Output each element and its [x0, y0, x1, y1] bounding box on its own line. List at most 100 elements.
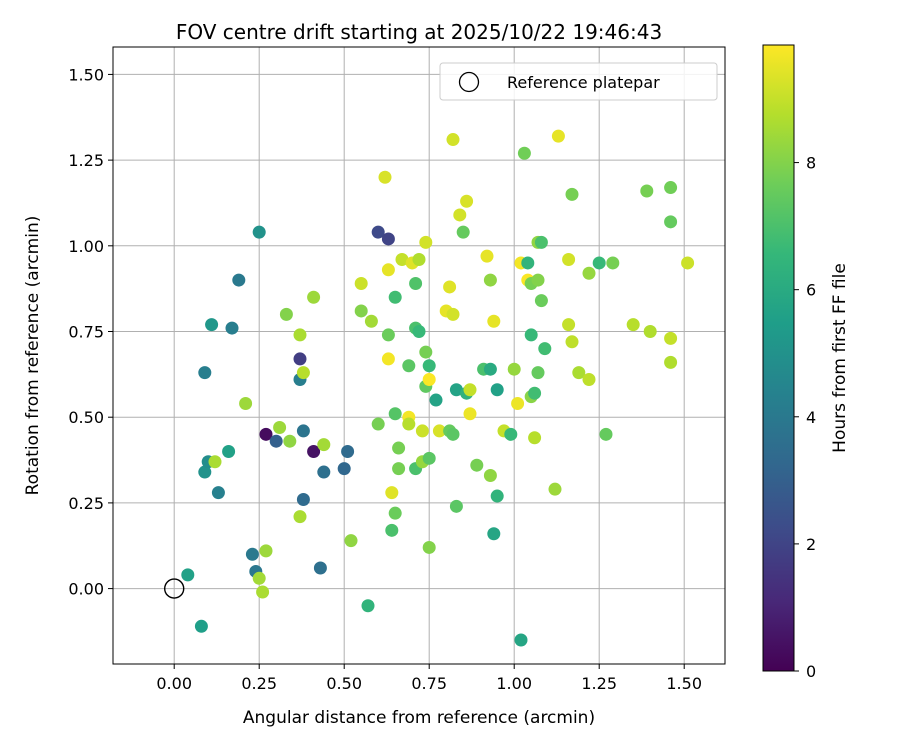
- data-point: [480, 249, 494, 263]
- data-point: [381, 352, 395, 366]
- data-point: [681, 256, 695, 270]
- data-point: [252, 225, 266, 239]
- data-point: [245, 547, 259, 561]
- data-point: [392, 462, 406, 476]
- data-point: [392, 441, 406, 455]
- data-point: [293, 328, 307, 342]
- plot-frame: [112, 46, 726, 665]
- data-point: [412, 325, 426, 339]
- data-point: [490, 383, 504, 397]
- data-point: [419, 235, 433, 249]
- colorbar-tick-label: 0: [806, 662, 816, 681]
- data-point: [463, 407, 477, 421]
- data-point: [487, 314, 501, 328]
- data-point: [198, 366, 212, 380]
- data-point: [371, 225, 385, 239]
- data-point: [582, 372, 596, 386]
- data-point: [381, 263, 395, 277]
- data-point: [232, 273, 246, 287]
- legend-marker-icon: [458, 71, 480, 93]
- data-point: [490, 489, 504, 503]
- data-point: [412, 253, 426, 267]
- data-point: [313, 561, 327, 575]
- data-point: [507, 362, 521, 376]
- data-point: [419, 345, 433, 359]
- data-point: [572, 366, 586, 380]
- data-point: [317, 438, 331, 452]
- data-point: [422, 540, 436, 554]
- legend-box: [439, 62, 718, 101]
- data-point: [256, 585, 270, 599]
- data-point: [381, 232, 395, 246]
- data-point: [487, 527, 501, 541]
- chart-title: FOV centre drift starting at 2025/10/22 …: [176, 20, 662, 44]
- data-point: [511, 396, 525, 410]
- data-point: [599, 427, 613, 441]
- data-point: [517, 146, 531, 160]
- data-point: [225, 321, 239, 335]
- data-point: [211, 486, 225, 500]
- data-point: [252, 571, 266, 585]
- data-point: [640, 184, 654, 198]
- data-point: [259, 427, 273, 441]
- data-point: [422, 359, 436, 373]
- x-axis-label: Angular distance from reference (arcmin): [243, 708, 595, 728]
- data-point: [239, 396, 253, 410]
- data-point: [385, 486, 399, 500]
- data-point: [354, 304, 368, 318]
- data-point: [470, 458, 484, 472]
- data-point: [565, 187, 579, 201]
- data-point: [562, 253, 576, 267]
- data-point: [528, 386, 542, 400]
- data-point: [293, 510, 307, 524]
- data-point: [664, 331, 678, 345]
- data-point: [521, 256, 535, 270]
- data-point: [293, 352, 307, 366]
- data-point: [388, 290, 402, 304]
- data-point: [279, 307, 293, 321]
- data-point: [483, 273, 497, 287]
- data-point: [531, 273, 545, 287]
- x-tick-label: 0.25: [241, 674, 277, 693]
- data-point: [337, 462, 351, 476]
- data-point: [402, 359, 416, 373]
- x-tick-label: 0.00: [156, 674, 192, 693]
- data-point: [463, 383, 477, 397]
- data-point: [432, 424, 446, 438]
- y-tick-label: 0.25: [68, 494, 104, 513]
- data-point: [456, 225, 470, 239]
- data-point: [378, 170, 392, 184]
- data-point: [664, 355, 678, 369]
- data-point: [317, 465, 331, 479]
- data-point: [562, 318, 576, 332]
- data-point: [548, 482, 562, 496]
- data-point: [395, 253, 409, 267]
- y-tick-label: 1.00: [68, 237, 104, 256]
- data-point: [344, 534, 358, 548]
- grid-lines: [113, 47, 725, 664]
- colorbar-tick-label: 6: [806, 281, 816, 300]
- data-point: [385, 523, 399, 537]
- colorbar-ticks: 0 2 4 6 8: [794, 154, 816, 681]
- data-point: [483, 468, 497, 482]
- x-tick-label: 1.00: [496, 674, 532, 693]
- x-tick-label: 0.75: [411, 674, 447, 693]
- data-point: [664, 181, 678, 195]
- data-point: [446, 307, 460, 321]
- data-point: [402, 417, 416, 431]
- data-point: [208, 455, 222, 469]
- x-tick-label: 1.50: [666, 674, 702, 693]
- data-point: [460, 194, 474, 208]
- data-point: [449, 383, 463, 397]
- data-point: [273, 420, 287, 434]
- data-point: [181, 568, 195, 582]
- data-point: [538, 342, 552, 356]
- data-point: [592, 256, 606, 270]
- data-point: [664, 215, 678, 229]
- data-point: [269, 434, 283, 448]
- data-point: [429, 393, 443, 407]
- colorbar-tick-label: 4: [806, 408, 816, 427]
- colorbar-tick-label: 8: [806, 154, 816, 173]
- y-tick-label: 0.75: [68, 323, 104, 342]
- data-point: [524, 328, 538, 342]
